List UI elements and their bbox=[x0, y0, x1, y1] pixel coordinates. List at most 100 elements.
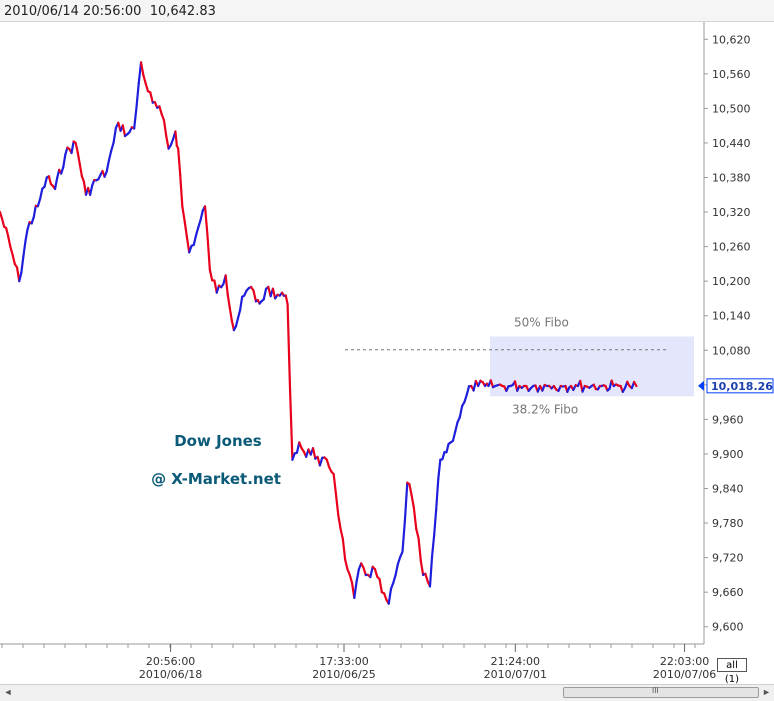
price-segment bbox=[401, 519, 406, 553]
y-tick-label: 9,600 bbox=[712, 621, 744, 634]
price-segment bbox=[451, 430, 457, 442]
y-tick-label: 9,720 bbox=[712, 552, 744, 565]
price-segment bbox=[271, 287, 277, 300]
price-segment bbox=[177, 147, 182, 177]
price-segment bbox=[5, 227, 10, 238]
price-segment bbox=[9, 245, 14, 256]
price-segment bbox=[288, 386, 294, 461]
scroll-thumb[interactable]: III bbox=[563, 686, 759, 698]
chart-header: 2010/06/14 20:56:00 10,642.83 bbox=[0, 0, 774, 22]
price-segment bbox=[341, 537, 347, 561]
price-segment bbox=[38, 187, 44, 201]
scroll-left-arrow-icon[interactable]: ◄ bbox=[3, 687, 13, 697]
y-tick-label: 10,380 bbox=[712, 172, 751, 185]
price-segment bbox=[226, 293, 231, 309]
price-segment bbox=[60, 165, 65, 175]
price-segment bbox=[437, 458, 442, 481]
price-segment bbox=[239, 295, 244, 312]
price-segment bbox=[197, 218, 202, 229]
price-segment bbox=[355, 568, 361, 583]
price-segment bbox=[105, 159, 111, 173]
header-readout: 2010/06/14 20:56:00 10,642.83 bbox=[4, 4, 216, 19]
price-segment bbox=[430, 534, 436, 558]
fibo-lower-label: 38.2% Fibo bbox=[512, 402, 578, 416]
y-tick-label: 9,960 bbox=[712, 413, 744, 426]
price-segment bbox=[112, 126, 118, 145]
price-segment bbox=[417, 537, 422, 563]
y-tick-label: 10,320 bbox=[712, 206, 751, 219]
price-segment bbox=[291, 452, 296, 461]
y-tick-label: 10,140 bbox=[712, 310, 751, 323]
scroll-right-arrow-icon[interactable]: ► bbox=[762, 687, 771, 697]
price-segment bbox=[43, 176, 48, 188]
x-tick-time: 17:33:00 bbox=[319, 655, 368, 668]
price-segment bbox=[0, 210, 4, 220]
price-segment bbox=[325, 458, 331, 469]
price-chart[interactable]: 50% Fibo 38.2% Fibo 10,62010,56010,50010… bbox=[0, 22, 774, 684]
price-segment bbox=[286, 303, 292, 389]
price-segment bbox=[0, 217, 6, 228]
price-segment bbox=[62, 153, 67, 169]
price-segment bbox=[378, 578, 383, 594]
price-segment bbox=[110, 141, 115, 152]
price-segment bbox=[445, 442, 450, 454]
price-segment bbox=[36, 197, 42, 208]
price-segment bbox=[339, 527, 344, 541]
price-segment bbox=[64, 146, 69, 156]
price-segment bbox=[348, 573, 354, 584]
last-price-arrow bbox=[698, 380, 704, 391]
price-segment bbox=[179, 174, 184, 208]
watermark-site: @ X-Market.net bbox=[151, 470, 281, 488]
price-segment bbox=[362, 566, 367, 577]
price-segment bbox=[11, 253, 16, 266]
price-segment bbox=[633, 380, 638, 388]
price-segment bbox=[149, 91, 154, 104]
price-segment bbox=[284, 294, 289, 306]
price-segment bbox=[318, 456, 324, 467]
price-segment bbox=[135, 82, 140, 109]
plot-area[interactable] bbox=[0, 22, 704, 644]
price-segment bbox=[435, 478, 440, 511]
price-segment bbox=[206, 233, 211, 271]
header-datetime: 2010/06/14 20:56:00 bbox=[4, 4, 142, 19]
price-segment bbox=[215, 284, 221, 294]
price-segment bbox=[89, 184, 94, 196]
price-segment bbox=[144, 82, 150, 93]
price-segment bbox=[454, 421, 459, 433]
fibo-upper-label: 50% Fibo bbox=[514, 315, 569, 329]
price-segment bbox=[433, 508, 438, 537]
price-segment bbox=[203, 205, 209, 236]
y-tick-label: 10,500 bbox=[712, 102, 751, 115]
price-segment bbox=[192, 233, 198, 247]
price-segment bbox=[70, 140, 75, 155]
scroll-grip-icon: III bbox=[652, 686, 659, 695]
y-tick-label: 9,840 bbox=[712, 483, 744, 496]
price-segment bbox=[463, 393, 468, 404]
price-segment bbox=[20, 255, 25, 274]
price-segment bbox=[419, 559, 425, 576]
price-segment bbox=[252, 289, 258, 303]
price-segment bbox=[373, 568, 379, 578]
price-segment bbox=[415, 527, 420, 540]
price-segment bbox=[262, 287, 268, 301]
x-tick-date: 2010/06/25 bbox=[312, 668, 375, 681]
price-segment bbox=[369, 565, 374, 579]
price-segment bbox=[465, 385, 471, 397]
x-tick-date: 2010/07/06 bbox=[653, 668, 716, 681]
all-series-button[interactable]: all (1) bbox=[717, 658, 747, 685]
y-tick-label: 10,440 bbox=[712, 137, 751, 150]
y-tick-label: 9,780 bbox=[712, 517, 744, 530]
price-segment bbox=[228, 306, 233, 322]
x-tick-date: 2010/06/18 bbox=[139, 668, 202, 681]
price-segment bbox=[410, 493, 415, 509]
last-price-marker: 10,018.26 bbox=[698, 378, 774, 394]
horizontal-scrollbar[interactable]: ◄ III ► bbox=[0, 684, 774, 701]
price-segment bbox=[224, 274, 229, 296]
price-segment bbox=[32, 204, 37, 219]
y-tick-label: 10,620 bbox=[712, 33, 751, 46]
price-segment bbox=[24, 228, 29, 243]
x-tick-time: 21:24:00 bbox=[491, 655, 540, 668]
price-segment bbox=[133, 106, 138, 130]
last-price-label: 10,018.26 bbox=[711, 380, 773, 393]
